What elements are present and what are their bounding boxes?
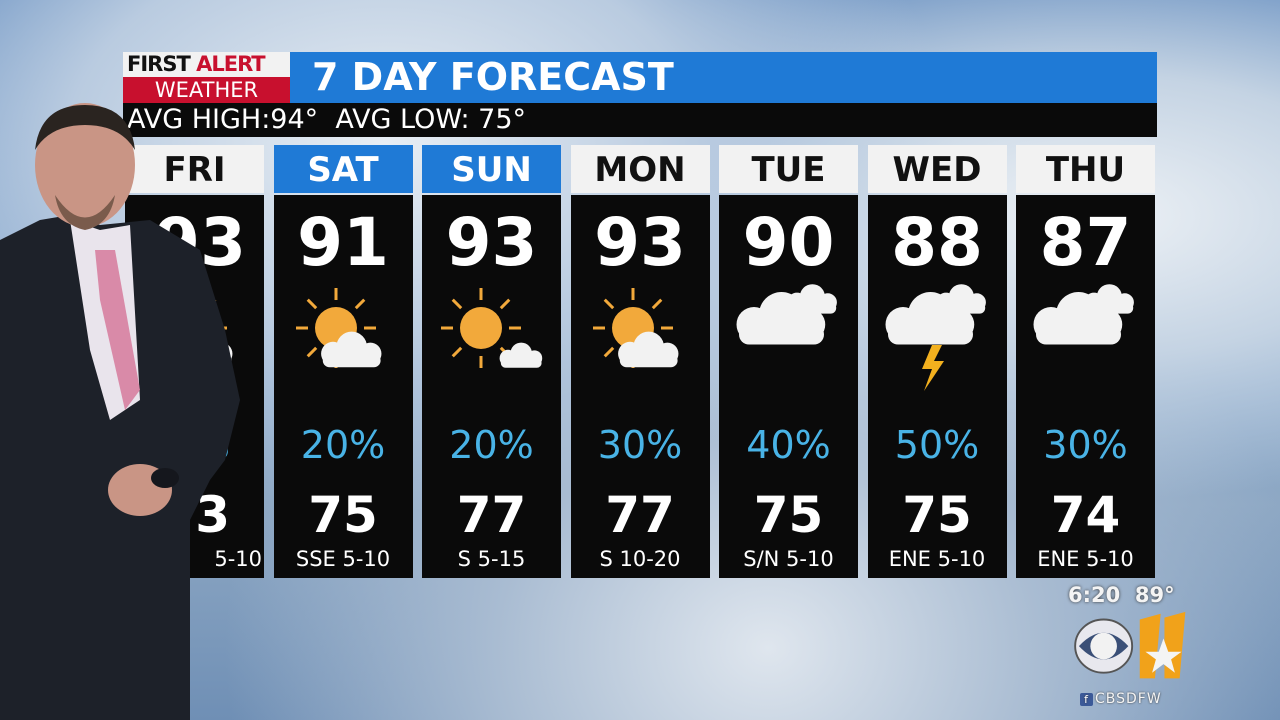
sun-cloud-icon <box>585 283 697 393</box>
high-temp: 88 <box>891 204 983 281</box>
wind: 5-10 <box>214 547 262 571</box>
clock-temp: 6:20 89° <box>1068 583 1175 607</box>
day-label: THU <box>1016 145 1155 193</box>
forecast-day-wed: WED 88 50% 75 ENE 5-10 <box>867 145 1007 578</box>
low-temp: 75 <box>902 486 972 544</box>
day-panel: 93 30% 77 S 10-20 <box>570 195 710 578</box>
cloud-icon <box>733 283 845 393</box>
precip-chance: 40% <box>746 423 831 467</box>
facebook-icon: f <box>1080 693 1093 706</box>
precip-chance: 20% <box>300 423 386 467</box>
forecast-day-sat: SAT 91 20% 75 SSE 5-10 <box>273 145 413 578</box>
cloud-icon <box>1030 283 1142 393</box>
forecast-day-sun: SUN 93 20% 77 S 5-15 <box>422 145 561 578</box>
low-temp: 74 <box>1050 486 1121 544</box>
meteorologist-presenter <box>0 103 240 720</box>
wind: S 5-15 <box>457 547 526 571</box>
precip-chance: 30% <box>1043 423 1128 467</box>
wind: ENE 5-10 <box>1037 547 1134 571</box>
page-title: 7 DAY FORECAST <box>290 52 1157 103</box>
wind: S 10-20 <box>599 547 681 571</box>
day-panel: 87 30% 74 ENE 5-10 <box>1016 195 1155 578</box>
day-panel: 93 20% 77 S 5-15 <box>422 195 561 578</box>
precip-chance: 30% <box>597 423 683 467</box>
day-label: WED <box>867 145 1007 193</box>
forecast-day-mon: MON 93 30% 77 S 10-20 <box>570 145 710 578</box>
logo-first: FIRST <box>127 52 191 76</box>
day-label: FRI <box>125 145 264 193</box>
sun-small-cloud-icon <box>436 283 548 393</box>
wind: SSE 5-10 <box>295 547 391 571</box>
day-label: TUE <box>719 145 858 193</box>
day-panel: 88 50% 75 ENE 5-10 <box>867 195 1007 578</box>
average-temps: AVG HIGH:94° AVG LOW: 75° <box>123 103 1157 137</box>
day-label: SAT <box>273 145 413 193</box>
day-label: MON <box>570 145 710 193</box>
social-handle: f CBSDFW <box>1080 690 1162 708</box>
wind: ENE 5-10 <box>888 547 986 571</box>
sun-cloud-icon <box>288 283 400 393</box>
day-panel: 90 40% 75 S/N 5-10 <box>719 195 858 578</box>
precip-chance: 50% <box>894 423 980 467</box>
wind: S/N 5-10 <box>743 547 834 571</box>
low-temp: 75 <box>753 486 824 544</box>
current-temp: 89° <box>1134 583 1175 607</box>
first-alert-weather-logo: FIRST ALERT WEATHER <box>123 52 290 103</box>
precip-chance: 20% <box>449 423 534 467</box>
high-temp: 93 <box>445 204 538 281</box>
clock-time: 6:20 <box>1068 583 1121 607</box>
logo-weather: WEATHER <box>123 77 290 103</box>
cbs-11-logo <box>1074 611 1186 679</box>
low-temp: 77 <box>456 486 527 544</box>
forecast-day-tue: TUE 90 40% 75 S/N 5-10 <box>719 145 858 578</box>
low-temp: 75 <box>308 486 378 544</box>
high-temp: 93 <box>594 204 686 281</box>
forecast-day-thu: THU 87 30% 74 ENE 5-10 <box>1016 145 1155 578</box>
high-temp: 90 <box>742 204 835 281</box>
day-label: SUN <box>422 145 561 193</box>
low-temp: 77 <box>605 486 675 544</box>
logo-alert: ALERT <box>196 52 266 76</box>
high-temp: 91 <box>297 204 389 281</box>
day-panel: 91 20% 75 SSE 5-10 <box>273 195 413 578</box>
social-handle-text: CBSDFW <box>1095 691 1162 707</box>
thunderstorm-icon <box>882 283 994 393</box>
high-temp: 87 <box>1039 204 1132 281</box>
